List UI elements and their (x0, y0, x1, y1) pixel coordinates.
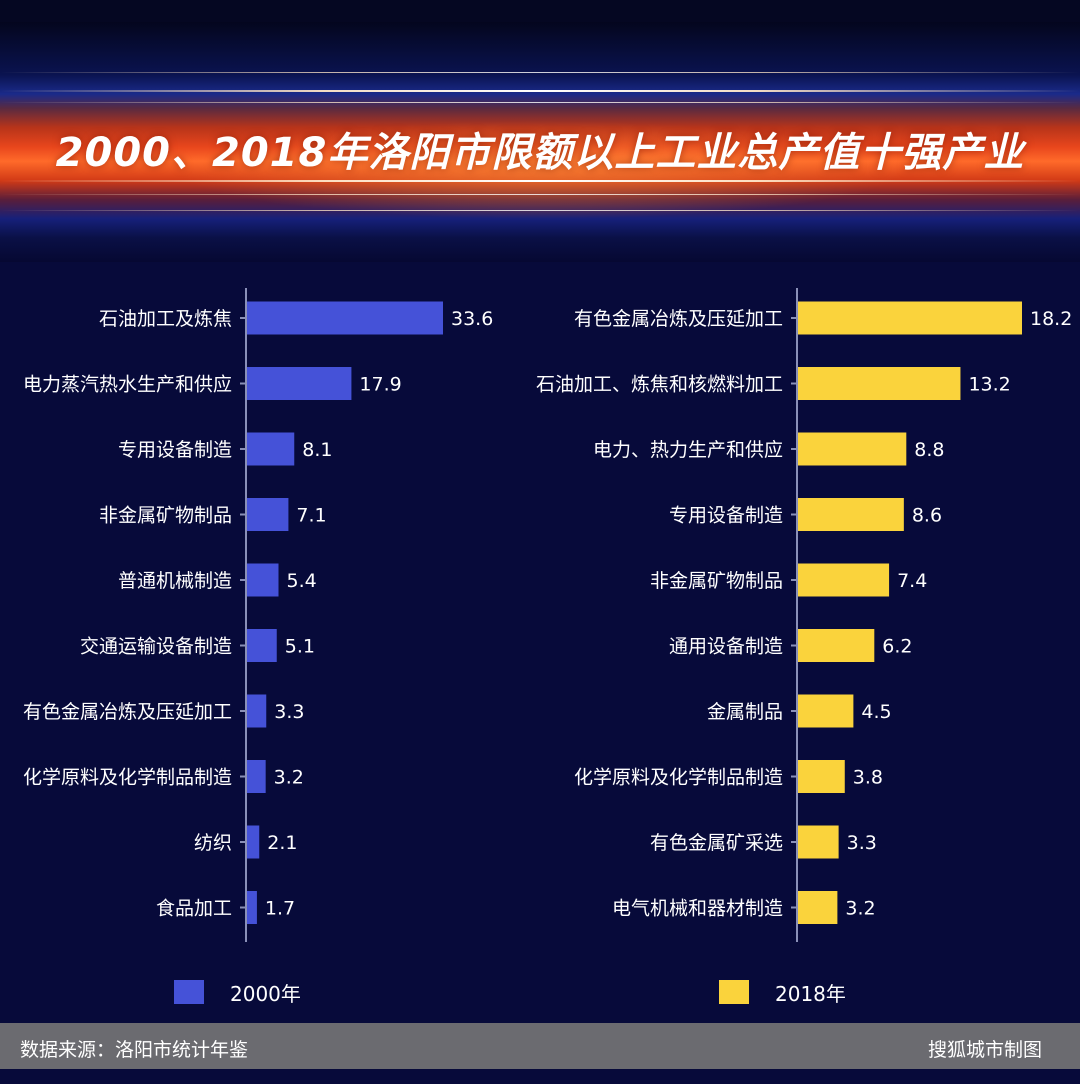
category-label-2018: 电力、热力生产和供应 (593, 439, 783, 461)
value-label-2018: 3.8 (853, 767, 883, 789)
bar-2000 (247, 825, 260, 859)
legend-2018: 2018年 (719, 978, 846, 1006)
bar-2000 (247, 694, 267, 728)
value-label-2000: 5.4 (287, 570, 317, 592)
legend-swatch-2018 (719, 980, 749, 1004)
value-label-2018: 4.5 (861, 701, 891, 723)
value-label-2018: 8.8 (914, 439, 944, 461)
value-label-2018: 3.3 (847, 832, 877, 854)
category-label-2018: 电气机械和器材制造 (612, 898, 783, 920)
top-band (0, 0, 1080, 22)
value-label-2000: 1.7 (265, 898, 295, 920)
banner-light-line (0, 72, 1080, 73)
bar-2000 (247, 432, 295, 466)
legend-swatch-2000 (174, 980, 204, 1004)
bar-2018 (798, 498, 904, 531)
bar-2018 (798, 301, 1022, 335)
value-label-2018: 6.2 (882, 636, 912, 658)
value-label-2000: 8.1 (302, 439, 332, 461)
data-source: 数据来源：洛阳市统计年鉴 (20, 1039, 249, 1061)
bar-2000 (247, 301, 443, 335)
banner-light-line (0, 180, 1080, 182)
bar-2000 (247, 629, 277, 662)
category-label-2018: 石油加工、炼焦和核燃料加工 (536, 374, 783, 396)
value-label-2018: 7.4 (897, 570, 927, 592)
value-label-2000: 3.2 (274, 767, 304, 789)
category-label-2018: 有色金属矿采选 (650, 832, 783, 854)
bar-2018 (798, 694, 854, 728)
category-label-2000: 纺织 (194, 832, 232, 854)
bar-2018 (798, 760, 845, 793)
category-label-2018: 金属制品 (707, 701, 783, 723)
value-label-2000: 3.3 (274, 701, 304, 723)
category-label-2000: 有色金属冶炼及压延加工 (23, 701, 232, 723)
bar-charts: 石油加工及炼焦 33.6 电力蒸汽热水生产和供应 17.9 专用设备制造 8.1 非金属矿物… (23, 288, 1072, 942)
value-label-2018: 8.6 (912, 505, 942, 527)
value-label-2018: 18.2 (1030, 308, 1072, 330)
bar-2018 (798, 563, 890, 597)
title-banner (0, 22, 1080, 262)
category-label-2000: 普通机械制造 (118, 570, 232, 592)
category-label-2000: 专用设备制造 (118, 439, 232, 461)
bar-2000 (247, 563, 279, 597)
category-label-2000: 食品加工 (156, 898, 232, 920)
bottom-band (0, 1069, 1080, 1084)
bar-2000 (247, 367, 352, 400)
value-label-2000: 2.1 (267, 832, 297, 854)
category-label-2000: 交通运输设备制造 (80, 636, 232, 658)
chart-credit: 搜狐城市制图 (927, 1039, 1042, 1061)
value-label-2000: 5.1 (285, 636, 315, 658)
value-label-2000: 33.6 (451, 308, 493, 330)
value-label-2018: 13.2 (968, 374, 1010, 396)
category-label-2000: 化学原料及化学制品制造 (23, 767, 232, 789)
banner-light-line (0, 102, 1080, 103)
bar-2000 (247, 498, 289, 531)
bar-2000 (247, 760, 266, 793)
category-label-2000: 非金属矿物制品 (99, 505, 232, 527)
value-label-2000: 7.1 (296, 505, 326, 527)
bar-2018 (798, 629, 875, 662)
chart-title: 2000、2018年洛阳市限额以上工业总产值十强产业 (55, 130, 1025, 176)
category-label-2018: 非金属矿物制品 (650, 570, 783, 592)
bar-2000 (247, 891, 257, 924)
category-label-2000: 电力蒸汽热水生产和供应 (23, 374, 232, 396)
category-label-2018: 通用设备制造 (669, 636, 783, 658)
bar-2018 (798, 432, 907, 466)
value-label-2018: 3.2 (845, 898, 875, 920)
category-label-2018: 化学原料及化学制品制造 (574, 767, 783, 789)
banner-light-line (0, 90, 1080, 92)
banner-light-line (0, 194, 1080, 195)
footer-bar: 数据来源：洛阳市统计年鉴 搜狐城市制图 (0, 1023, 1080, 1069)
legend-label-2000: 2000年 (230, 981, 301, 1006)
category-label-2018: 专用设备制造 (669, 505, 783, 527)
bar-2018 (798, 367, 961, 400)
category-label-2018: 有色金属冶炼及压延加工 (574, 308, 783, 330)
banner-light-line (0, 210, 1080, 211)
bar-2018 (798, 825, 839, 859)
legend-2000: 2000年 (174, 978, 301, 1006)
legend-label-2018: 2018年 (775, 981, 846, 1006)
category-label-2000: 石油加工及炼焦 (99, 308, 232, 330)
value-label-2000: 17.9 (359, 374, 401, 396)
bar-2018 (798, 891, 838, 924)
